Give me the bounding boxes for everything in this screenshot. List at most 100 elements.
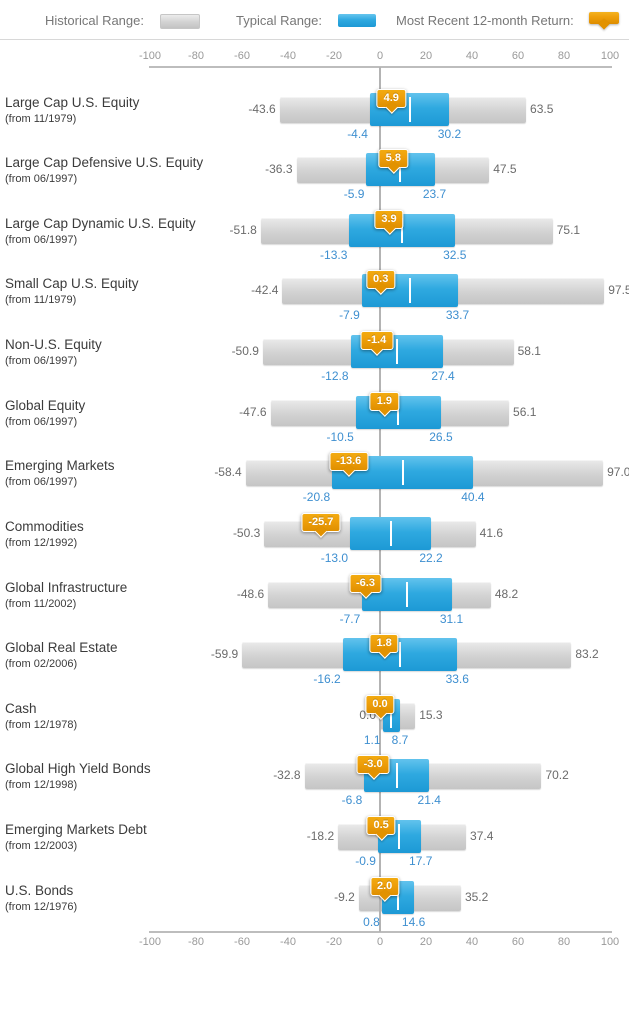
typical-min-label: -5.9: [343, 187, 365, 202]
asset-label-block: Commodities (from 12/1992): [5, 504, 84, 565]
asset-since-date: (from 12/1998): [5, 779, 78, 792]
typical-min-label: -16.2: [313, 672, 341, 687]
axis-tick-label: -60: [234, 50, 250, 62]
historical-min-label: -59.9: [210, 647, 239, 662]
recent-return-marker-icon: [589, 12, 619, 24]
typical-range-swatch-icon: [338, 14, 376, 27]
asset-label-block: Emerging Markets Debt (from 12/2003): [5, 807, 147, 868]
historical-min-label: -50.3: [232, 525, 261, 540]
asset-name: Non-U.S. Equity: [5, 337, 102, 353]
asset-label-block: Global Infrastructure (from 11/2002): [5, 565, 127, 626]
recent-return-value: -3.0: [363, 758, 383, 771]
recent-return-marker: 0.0: [365, 694, 395, 714]
asset-row: Global Infrastructure (from 11/2002) -48…: [0, 565, 629, 626]
asset-since-date: (from 11/1979): [5, 112, 77, 125]
asset-since-date: (from 06/1997): [5, 476, 78, 489]
historical-max-label: 56.1: [513, 404, 537, 419]
asset-row: Global High Yield Bonds (from 12/1998) -…: [0, 746, 629, 807]
typical-midpoint-tick: [398, 824, 401, 850]
historical-max-label: 15.3: [419, 707, 443, 722]
asset-label-block: Large Cap Dynamic U.S. Equity (from 06/1…: [5, 201, 196, 262]
recent-return-value: 0.5: [373, 819, 389, 832]
typical-midpoint-tick: [408, 278, 411, 304]
typical-midpoint-tick: [408, 96, 411, 122]
recent-return-value: 5.8: [385, 152, 401, 165]
typical-max-label: 21.4: [417, 793, 441, 808]
asset-name: Global Infrastructure: [5, 579, 128, 595]
asset-row: Non-U.S. Equity (from 06/1997) -50.9 58.…: [0, 322, 629, 383]
typical-midpoint-tick: [399, 642, 401, 668]
asset-row: Emerging Markets (from 06/1997) -58.4 97…: [0, 443, 629, 504]
axis-tick-label: -40: [280, 936, 296, 948]
recent-return-marker: 2.0: [369, 876, 400, 896]
typical-min-label: -4.4: [347, 126, 368, 141]
historical-max-label: 75.1: [556, 222, 581, 237]
axis-tick-label: 40: [465, 50, 479, 62]
typical-max-label: 27.4: [431, 369, 455, 384]
asset-row: Global Equity (from 06/1997) -47.6 56.1 …: [0, 383, 629, 444]
historical-min-label: -51.8: [229, 222, 257, 237]
historical-min-label: -32.8: [273, 768, 301, 783]
asset-label-block: Small Cap U.S. Equity (from 11/1979): [5, 261, 139, 322]
typical-min-label: -7.7: [339, 611, 361, 626]
typical-max-label: 23.7: [422, 187, 447, 202]
axis-tick-label: -80: [188, 936, 204, 948]
axis-tick-label: -40: [280, 50, 296, 62]
asset-since-date: (from 12/1976): [5, 900, 78, 913]
typical-midpoint-tick: [395, 763, 398, 789]
recent-return-value: 3.9: [381, 212, 397, 225]
asset-name: Global Real Estate: [5, 640, 118, 656]
axis-tick-label: -100: [138, 936, 162, 948]
historical-max-label: 58.1: [517, 344, 541, 359]
historical-max-label: 48.2: [494, 586, 519, 601]
recent-return-value: 0.0: [372, 697, 388, 710]
typical-min-label: -10.5: [326, 429, 354, 444]
asset-name: Global Equity: [5, 397, 86, 413]
typical-max-label: 17.7: [409, 854, 433, 869]
historical-min-label: -42.4: [251, 283, 279, 298]
asset-label-block: Global Equity (from 06/1997): [5, 383, 85, 444]
asset-name: Global High Yield Bonds: [5, 761, 151, 777]
historical-max-label: 47.5: [493, 162, 517, 177]
recent-return-value: -1.4: [367, 334, 387, 347]
asset-since-date: (from 06/1997): [5, 173, 78, 186]
recent-return-marker: 1.9: [369, 391, 400, 411]
axis-tick-label: -20: [326, 50, 342, 62]
recent-return-value: -6.3: [356, 576, 375, 589]
typical-min-label: 0.8: [363, 914, 380, 929]
asset-label-block: Large Cap U.S. Equity (from 11/1979): [5, 80, 139, 141]
asset-name: Large Cap Dynamic U.S. Equity: [5, 215, 196, 231]
typical-min-label: -12.8: [321, 369, 349, 384]
typical-max-label: 31.1: [439, 611, 464, 626]
recent-return-marker: 4.9: [376, 88, 406, 108]
axis-tick-label: 0: [376, 936, 384, 948]
asset-label-block: Large Cap Defensive U.S. Equity (from 06…: [5, 140, 203, 201]
asset-row: Large Cap Dynamic U.S. Equity (from 06/1…: [0, 201, 629, 262]
recent-return-marker: -6.3: [349, 573, 382, 593]
asset-row: Large Cap Defensive U.S. Equity (from 06…: [0, 140, 629, 201]
bottom-axis-line: [149, 931, 612, 933]
asset-row: Emerging Markets Debt (from 12/2003) -18…: [0, 807, 629, 868]
typical-min-label: 1.1: [363, 732, 381, 747]
historical-max-label: 83.2: [575, 647, 599, 662]
recent-return-marker: -25.7: [301, 512, 341, 532]
historical-min-label: -50.9: [231, 344, 259, 359]
typical-max-label: 14.6: [401, 914, 426, 929]
historical-max-label: 41.6: [479, 525, 504, 540]
asset-since-date: (from 12/2003): [5, 840, 78, 853]
typical-midpoint-tick: [396, 884, 399, 910]
axis-tick-label: 20: [419, 936, 433, 948]
asset-label-block: U.S. Bonds (from 12/1976): [5, 868, 77, 929]
asset-name: U.S. Bonds: [5, 882, 74, 898]
legend-typical-label: Typical Range:: [236, 13, 322, 28]
typical-midpoint-tick: [405, 581, 408, 607]
historical-range-swatch-icon: [160, 14, 200, 29]
asset-since-date: (from 12/1992): [5, 536, 78, 549]
typical-midpoint-tick: [395, 339, 398, 365]
legend-historical-label: Historical Range:: [45, 13, 144, 28]
axis-tick-label: 100: [600, 50, 620, 62]
legend-recent-label: Most Recent 12-month Return:: [396, 13, 574, 28]
typical-range-bar: [350, 516, 432, 550]
typical-midpoint-tick: [399, 157, 402, 183]
